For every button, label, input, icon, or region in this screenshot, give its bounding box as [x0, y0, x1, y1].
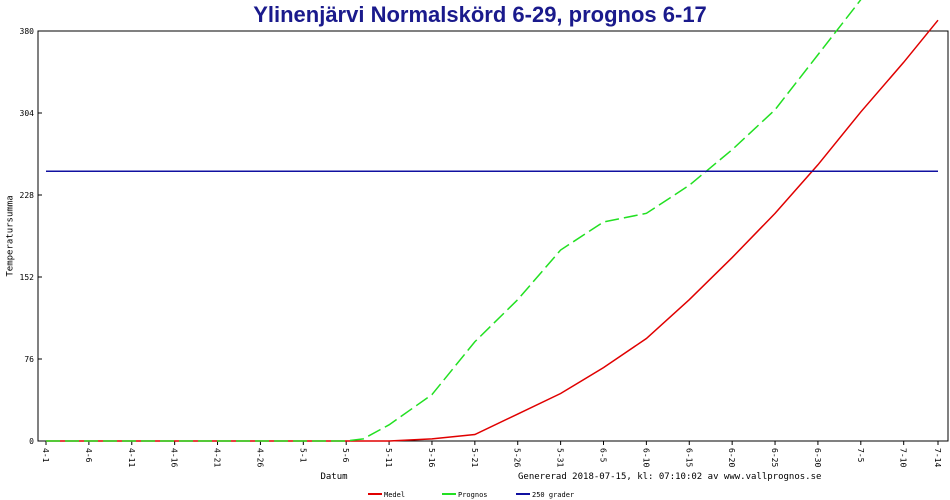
footer: Genererad 2018-07-15, kl: 07:10:02 av ww… — [518, 472, 821, 482]
x-tick-label: 5-6 — [341, 448, 350, 463]
x-tick-label: 6-30 — [813, 448, 822, 467]
x-tick-label: 5-26 — [513, 448, 522, 467]
legend-label: Medel — [384, 491, 405, 499]
y-tick-label: 304 — [20, 109, 35, 118]
x-tick-label: 7-14 — [933, 448, 942, 467]
series-line — [46, 0, 862, 442]
series-line — [46, 19, 939, 442]
x-tick-label: 5-11 — [384, 448, 393, 467]
x-tick-label: 7-5 — [856, 448, 865, 463]
x-tick-label: 4-6 — [84, 448, 93, 463]
plot-frame — [37, 30, 949, 442]
y-tick-label: 228 — [20, 191, 35, 200]
y-axis-label: Temperatursumma — [6, 195, 16, 276]
x-tick-label: 5-21 — [470, 448, 479, 467]
y-tick-label: 0 — [29, 437, 34, 446]
x-tick-label: 4-11 — [127, 448, 136, 467]
x-tick-label: 7-10 — [899, 448, 908, 467]
x-tick-label: 5-1 — [298, 448, 307, 463]
y-tick-label: 76 — [24, 355, 34, 364]
x-tick-label: 6-20 — [727, 448, 736, 467]
x-tick-label: 6-5 — [599, 448, 608, 463]
x-tick-label: 4-21 — [213, 448, 222, 467]
legend-label: Prognos — [458, 491, 488, 499]
x-axis-label: Datum — [320, 472, 347, 482]
y-tick-label: 380 — [20, 27, 35, 36]
x-tick-label: 4-16 — [170, 448, 179, 467]
x-tick-label: 5-16 — [427, 448, 436, 467]
chart-title: Ylinenjärvi Normalskörd 6-29, prognos 6-… — [253, 2, 707, 27]
y-tick-label: 152 — [20, 273, 35, 282]
x-tick-label: 4-1 — [41, 448, 50, 463]
legend-label: 250 grader — [532, 491, 574, 499]
x-tick-label: 5-31 — [556, 448, 565, 467]
x-tick-label: 6-25 — [770, 448, 779, 467]
x-tick-label: 6-10 — [641, 448, 650, 467]
x-tick-label: 4-26 — [255, 448, 264, 467]
x-tick-label: 6-15 — [684, 448, 693, 467]
